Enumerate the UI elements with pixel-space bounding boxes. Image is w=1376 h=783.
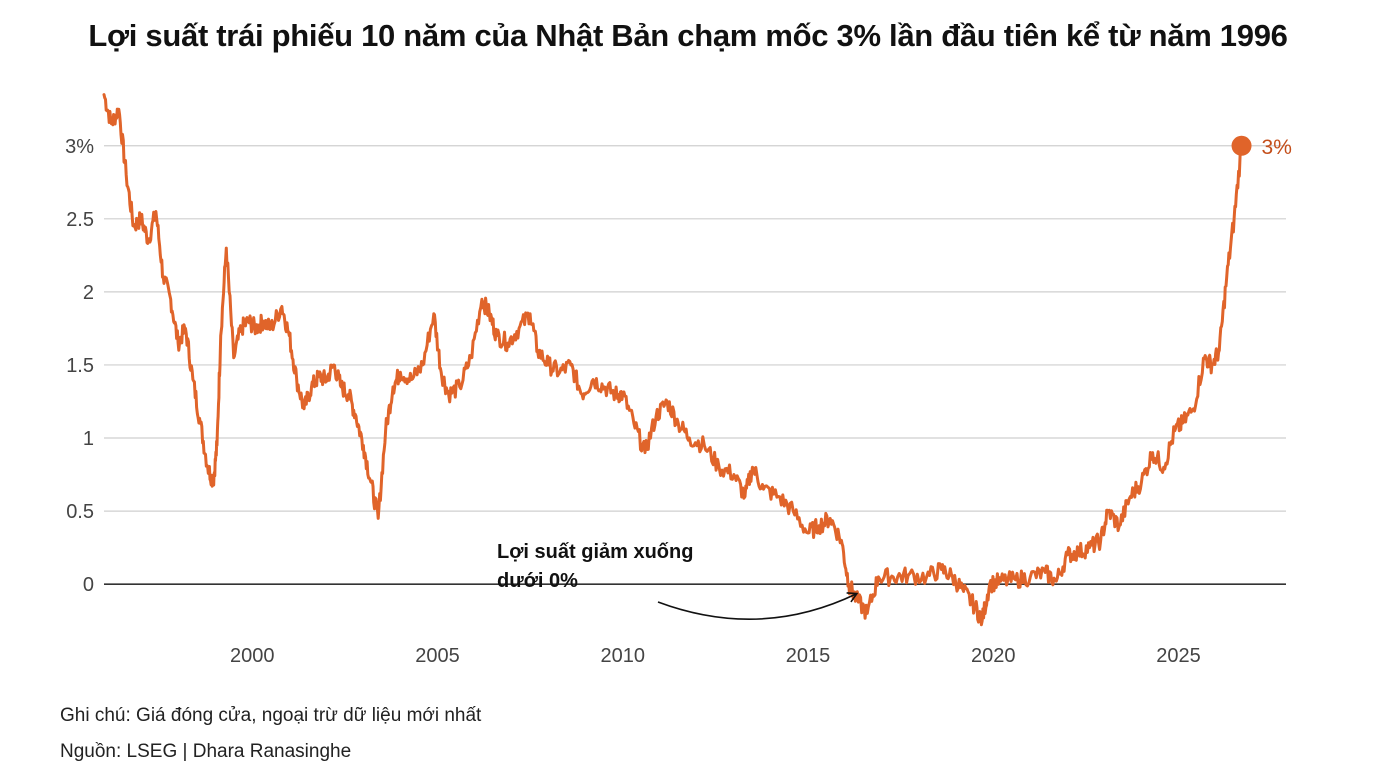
y-tick-label: 1.5 bbox=[66, 355, 94, 377]
y-tick-label: 2 bbox=[83, 282, 94, 304]
yield-chart: 3%2.521.510.50 2000 2005 2010 2015 2020 2025 … bbox=[65, 93, 1292, 667]
annotation-line-1: Lợi suất giảm xuống bbox=[497, 541, 694, 563]
chart-title: Lợi suất trái phiếu 10 năm của Nhật Bản … bbox=[88, 18, 1288, 53]
series-line-jgb-10y-yield bbox=[102, 93, 1243, 627]
annotation-arrow bbox=[657, 592, 859, 620]
y-tick-label: 0.5 bbox=[66, 501, 94, 523]
annotation-line-2: dưới 0% bbox=[497, 570, 578, 592]
footnote: Ghi chú: Giá đóng cửa, ngoại trừ dữ liệu… bbox=[60, 705, 482, 726]
x-axis-ticks: 2000 2005 2010 2015 2020 2025 bbox=[230, 645, 1201, 667]
end-point-label: 3% bbox=[1262, 136, 1292, 159]
x-tick-label: 2000 bbox=[230, 645, 275, 667]
annotation-text: Lợi suất giảm xuống dưới 0% bbox=[497, 538, 757, 596]
x-tick-label: 2015 bbox=[786, 645, 831, 667]
y-tick-label: 2.5 bbox=[66, 209, 94, 231]
y-tick-label: 0 bbox=[83, 574, 94, 596]
grid-lines bbox=[104, 145, 1286, 585]
x-tick-label: 2005 bbox=[415, 645, 460, 667]
y-tick-label: 1 bbox=[83, 428, 94, 450]
y-axis-ticks: 3% 2.5 2 1.5 1 0.5 0 bbox=[65, 136, 94, 596]
source-note: Nguồn: LSEG | Dhara Ranasinghe bbox=[60, 741, 352, 762]
end-point-marker bbox=[1231, 135, 1252, 156]
x-tick-label: 2010 bbox=[600, 645, 645, 667]
x-tick-label: 2025 bbox=[1156, 645, 1201, 667]
y-tick-label: 3% bbox=[65, 136, 94, 158]
x-tick-label: 2020 bbox=[971, 645, 1016, 667]
